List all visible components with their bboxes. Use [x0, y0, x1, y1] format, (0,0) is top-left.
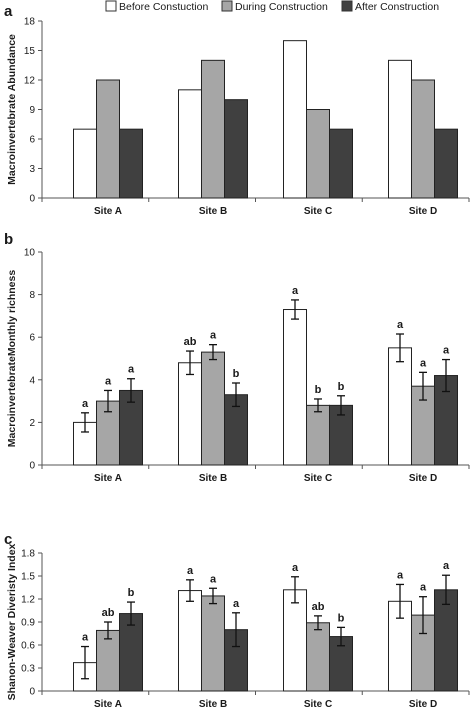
y-tick-label: 1.5 — [21, 572, 35, 583]
y-tick-label: 0.3 — [21, 664, 35, 675]
y-tick-label: 0 — [29, 194, 35, 205]
bar — [73, 128, 97, 199]
legend-entry: Before Constuction — [105, 0, 208, 13]
bar — [306, 404, 330, 466]
y-tick-label: 9 — [29, 105, 35, 116]
significance-label: a — [443, 560, 450, 572]
bar — [96, 79, 120, 199]
significance-label: a — [397, 319, 404, 331]
bar — [119, 128, 143, 199]
significance-label: a — [443, 345, 450, 357]
significance-label: b — [338, 381, 345, 393]
x-tick-label: Site B — [199, 206, 227, 217]
bar — [178, 89, 202, 199]
x-tick-label: Site A — [94, 473, 122, 484]
significance-label: ab — [184, 336, 197, 348]
x-tick-label: Site D — [409, 473, 437, 484]
y-tick-label: 0 — [29, 461, 35, 472]
bar — [306, 109, 330, 199]
significance-label: b — [233, 368, 240, 380]
y-tick-label: 12 — [24, 76, 36, 87]
bar — [388, 59, 412, 199]
x-tick-label: Site B — [199, 473, 227, 484]
bar — [329, 128, 353, 199]
bar — [178, 362, 202, 466]
y-axis-label: Shanon-Weaver Diveristy Index — [6, 543, 18, 700]
significance-label: a — [82, 632, 89, 644]
legend-label: Before Constuction — [119, 1, 208, 13]
significance-label: a — [210, 330, 217, 342]
bar — [283, 309, 307, 466]
y-tick-label: 8 — [29, 290, 35, 301]
significance-label: a — [420, 357, 427, 369]
bar — [388, 347, 412, 466]
y-tick-label: 4 — [29, 375, 35, 386]
x-tick-label: Site A — [94, 206, 122, 217]
significance-label: a — [187, 565, 194, 577]
significance-label: a — [82, 398, 89, 410]
significance-label: ab — [102, 607, 115, 619]
y-tick-label: 10 — [24, 248, 36, 259]
significance-label: a — [233, 598, 240, 610]
y-tick-label: 0.6 — [21, 641, 35, 652]
bar — [201, 351, 225, 466]
y-tick-label: 1.2 — [21, 595, 35, 606]
y-tick-label: 0 — [29, 687, 35, 698]
x-tick-label: Site B — [199, 699, 227, 710]
panel-letter: a — [4, 3, 13, 20]
y-tick-label: 6 — [29, 333, 35, 344]
significance-label: a — [292, 562, 299, 574]
significance-label: b — [338, 612, 345, 624]
significance-label: a — [397, 569, 404, 581]
panel-letter: b — [4, 231, 13, 248]
y-axis-label: MacroinvertebrateMonthly richness — [6, 270, 18, 448]
legend-swatch — [221, 0, 233, 12]
y-tick-label: 0.9 — [21, 618, 35, 629]
legend-entry: After Construction — [341, 0, 439, 13]
x-tick-label: Site A — [94, 699, 122, 710]
legend-swatch — [341, 0, 353, 12]
bar — [96, 629, 120, 692]
x-tick-label: Site D — [409, 206, 437, 217]
bar — [411, 79, 435, 199]
x-tick-label: Site C — [304, 699, 332, 710]
significance-label: b — [315, 384, 322, 396]
bar — [201, 59, 225, 199]
y-tick-label: 3 — [29, 164, 35, 175]
y-axis-label: Macroinvertebrate Abundance — [6, 34, 18, 185]
legend-swatch — [105, 0, 117, 12]
panels: a Macroinvertebrate Abundance 0 3 6 9 12 15 18 Si… — [4, 3, 470, 710]
x-tick-label: Site C — [304, 206, 332, 217]
y-tick-label: 15 — [24, 46, 36, 57]
bar — [178, 590, 202, 692]
legend-label: During Construction — [235, 1, 328, 13]
bar — [434, 128, 458, 199]
bar — [283, 40, 307, 199]
bar — [201, 595, 225, 692]
bar — [283, 589, 307, 692]
significance-label: a — [128, 364, 135, 376]
y-tick-label: 2 — [29, 418, 35, 429]
significance-label: b — [128, 587, 135, 599]
bar — [306, 622, 330, 692]
significance-label: a — [420, 582, 427, 594]
legend: Before Constuction During Construction Aft… — [105, 0, 439, 13]
significance-label: ab — [312, 601, 325, 613]
y-tick-label: 1.8 — [21, 549, 35, 560]
panel-letter: c — [4, 531, 12, 548]
y-tick-label: 18 — [24, 17, 36, 28]
x-tick-label: Site C — [304, 473, 332, 484]
significance-label: a — [210, 573, 217, 585]
legend-label: After Construction — [355, 1, 439, 13]
significance-label: a — [292, 285, 299, 297]
x-tick-label: Site D — [409, 699, 437, 710]
significance-label: a — [105, 375, 112, 387]
legend-entry: During Construction — [221, 0, 328, 13]
y-tick-label: 6 — [29, 135, 35, 146]
bar — [224, 99, 248, 199]
chart-panel-b: b MacroinvertebrateMonthly richness 0 2 4 6 8 1… — [4, 231, 470, 484]
chart-panel-a: a Macroinvertebrate Abundance 0 3 6 9 12 15 18 Si… — [4, 3, 470, 217]
